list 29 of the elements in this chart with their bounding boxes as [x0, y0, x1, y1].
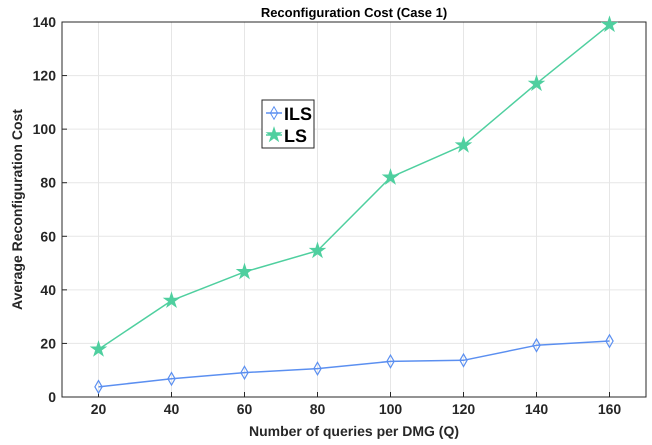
y-tick-label: 20	[40, 335, 56, 352]
y-tick-label: 60	[40, 228, 56, 244]
point	[236, 264, 252, 278]
y-tick-label: 100	[32, 121, 56, 138]
chart-title: Reconfiguration Cost (Case 1)	[260, 5, 448, 20]
x-tick-label: 120	[452, 401, 476, 417]
point	[456, 137, 472, 152]
x-tick-label: 160	[598, 401, 622, 417]
y-tick-label: 0	[48, 389, 56, 405]
y-tick-label: 40	[40, 282, 56, 298]
y-tick-label: 80	[40, 174, 56, 191]
legend-label: ILS	[284, 104, 312, 124]
y-axis-title: Average Reconfiguration Cost	[9, 108, 25, 310]
point	[602, 16, 618, 32]
y-tick-label: 140	[32, 14, 56, 30]
x-tick-label: 140	[524, 401, 548, 417]
x-tick-label: 80	[310, 401, 326, 417]
point	[382, 169, 398, 184]
point	[310, 242, 326, 258]
point	[90, 341, 106, 356]
y-tick-label: 120	[32, 68, 56, 84]
x-axis-title: Number of queries per DMG (Q)	[248, 423, 460, 439]
x-tick-label: 60	[236, 401, 252, 417]
x-tick-label: 40	[164, 401, 180, 417]
point	[164, 292, 180, 308]
point	[528, 76, 544, 90]
x-tick-label: 20	[90, 401, 106, 417]
x-tick-label: 100	[378, 401, 402, 417]
legend-label: LS	[284, 126, 308, 146]
